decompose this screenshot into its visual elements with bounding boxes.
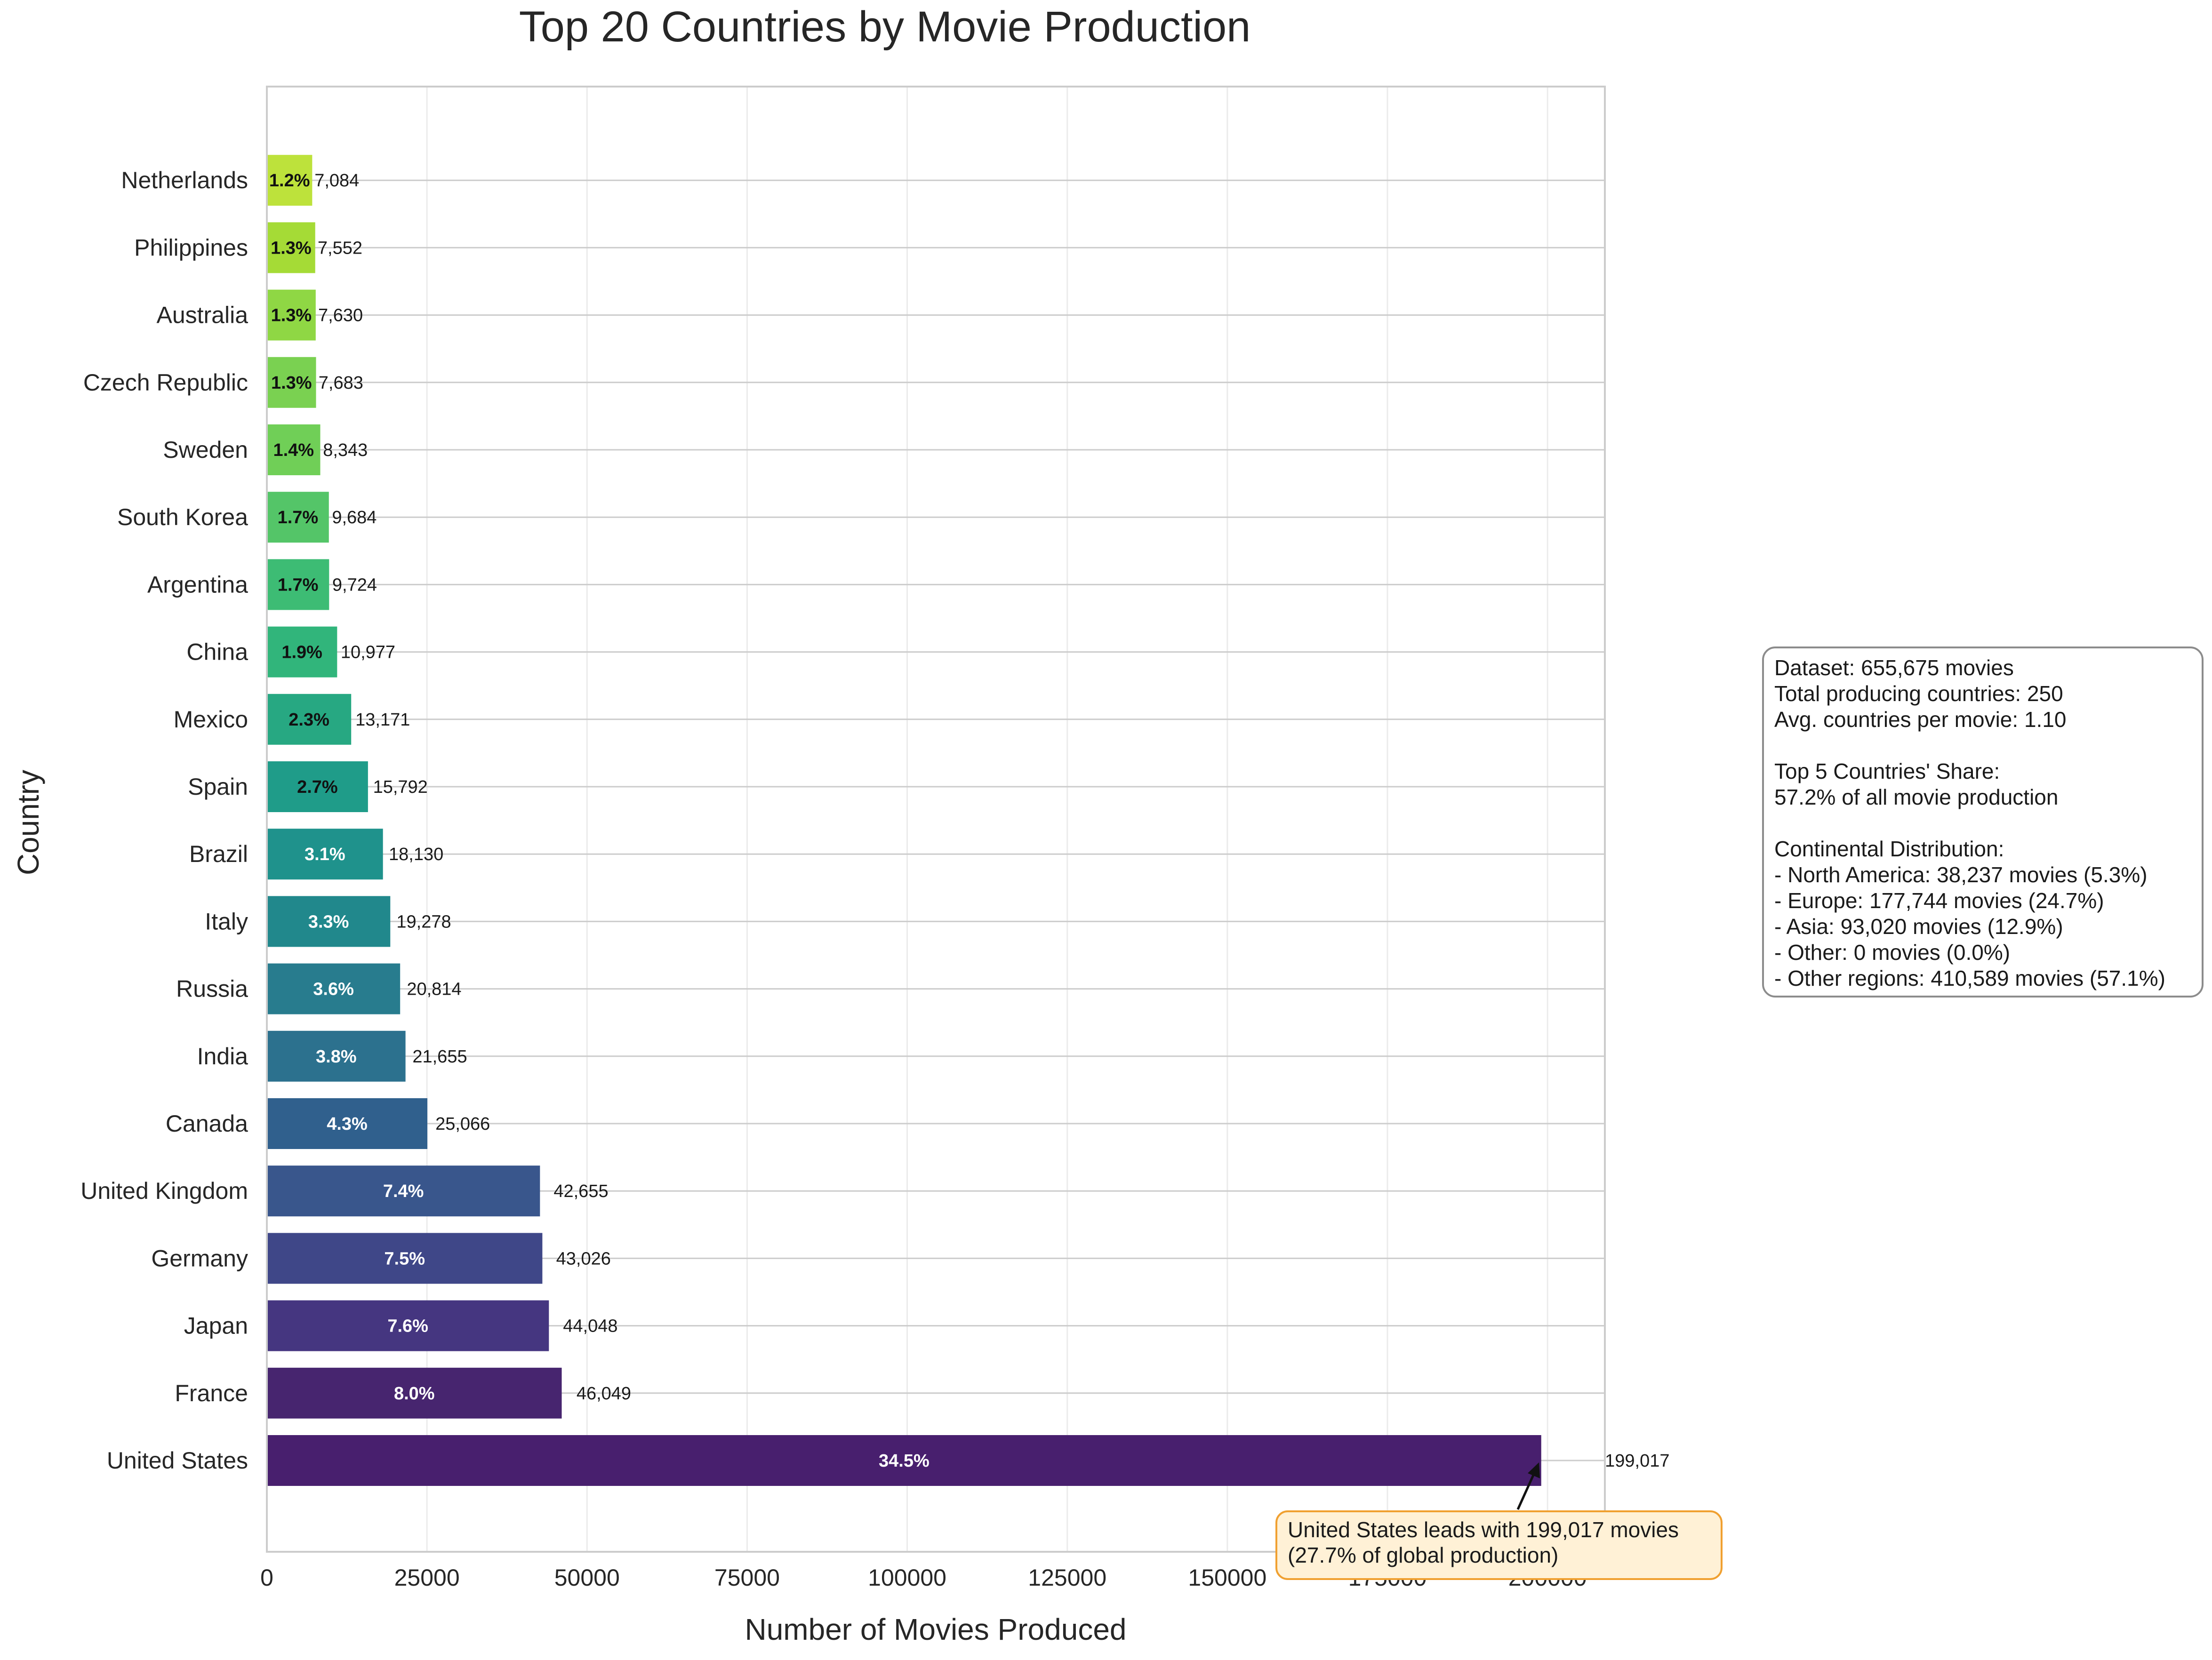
bar	[267, 694, 352, 745]
bar-percent-label: 3.6%	[313, 980, 354, 999]
bar	[267, 963, 401, 1014]
x-tick-label: 150000	[1188, 1564, 1266, 1591]
bar	[267, 896, 391, 947]
bar	[267, 492, 329, 543]
y-category-label: China	[186, 639, 248, 665]
annotation-arrow	[1516, 1462, 1540, 1510]
plot-frame	[266, 86, 1606, 1553]
bar	[267, 829, 383, 880]
bar-value-label: 9,724	[332, 575, 377, 595]
bar-value-label: 8,343	[323, 440, 368, 460]
bar-percent-label: 3.8%	[316, 1047, 357, 1067]
y-category-label: Czech Republic	[83, 369, 248, 396]
bar-value-label: 9,684	[332, 508, 377, 527]
bar-percent-label: 34.5%	[879, 1451, 930, 1471]
bar	[267, 626, 337, 678]
bar-value-label: 7,084	[314, 171, 359, 191]
y-category-label: United Kingdom	[80, 1178, 248, 1204]
bar	[267, 1030, 406, 1082]
bar-value-label: 18,130	[389, 845, 443, 864]
chart-title: Top 20 Countries by Movie Production	[519, 3, 1251, 51]
bar	[267, 1435, 1541, 1486]
bar	[267, 1233, 543, 1284]
bar	[267, 1300, 549, 1351]
bar-percent-label: 3.1%	[305, 845, 345, 864]
dataset-stats-box: Dataset: 655,675 movies Total producing …	[1762, 646, 2204, 998]
bar-percent-label: 1.4%	[273, 440, 314, 460]
top-country-annotation: United States leads with 199,017 movies …	[1275, 1510, 1723, 1580]
y-category-label: Philippines	[134, 234, 248, 261]
x-tick-label: 75000	[714, 1564, 780, 1591]
bar-percent-label: 1.7%	[278, 508, 319, 527]
bar	[267, 1165, 540, 1217]
bar-value-label: 7,630	[318, 306, 363, 326]
y-category-label: Russia	[176, 976, 248, 1002]
y-category-label: Australia	[156, 302, 248, 328]
bar-value-label: 44,048	[563, 1317, 617, 1336]
bar-value-label: 21,655	[412, 1047, 467, 1067]
bar-value-label: 42,655	[553, 1181, 608, 1201]
y-category-label: United States	[107, 1447, 248, 1474]
bar-value-label: 25,066	[435, 1114, 490, 1134]
y-category-label: Netherlands	[121, 167, 248, 193]
bar-percent-label: 8.0%	[394, 1384, 435, 1404]
bar-percent-label: 3.3%	[308, 912, 349, 932]
bar-percent-label: 7.4%	[383, 1181, 424, 1201]
y-category-label: India	[197, 1043, 248, 1069]
bar-percent-label: 1.9%	[281, 643, 322, 662]
y-category-label: Spain	[188, 774, 248, 800]
bar-value-label: 15,792	[373, 777, 428, 797]
y-category-label: Japan	[184, 1313, 248, 1339]
bar	[267, 155, 313, 206]
x-axis-label: Number of Movies Produced	[745, 1612, 1126, 1646]
bar	[267, 1367, 562, 1419]
x-tick-label: 50000	[554, 1564, 620, 1591]
bar-value-label: 7,552	[318, 238, 362, 258]
bar	[267, 222, 315, 273]
y-category-label: South Korea	[117, 504, 248, 530]
bar	[267, 559, 329, 610]
bar	[267, 761, 368, 812]
bar-percent-label: 1.2%	[269, 171, 310, 191]
y-category-label: Mexico	[174, 706, 248, 733]
labels: 0250005000075000100000125000150000175000…	[80, 167, 1669, 1591]
y-category-label: France	[175, 1380, 248, 1406]
bar-percent-label: 1.3%	[271, 238, 312, 258]
y-category-label: Germany	[151, 1245, 248, 1271]
bar	[267, 1098, 428, 1149]
x-tick-label: 100000	[868, 1564, 946, 1591]
bars	[267, 155, 1541, 1486]
x-tick-label: 25000	[394, 1564, 460, 1591]
bar-percent-label: 7.6%	[387, 1317, 428, 1336]
bar	[267, 289, 316, 341]
bar-value-label: 46,049	[577, 1384, 631, 1404]
bar-percent-label: 2.3%	[289, 710, 329, 730]
bar-value-label: 20,814	[407, 980, 461, 999]
y-category-label: Sweden	[163, 437, 248, 463]
y-category-label: Italy	[205, 908, 248, 934]
bar-percent-label: 2.7%	[297, 777, 338, 797]
y-category-label: Argentina	[147, 571, 248, 598]
bar-value-label: 19,278	[396, 912, 451, 932]
bar-value-label: 7,683	[319, 373, 363, 393]
bar-percent-label: 7.5%	[384, 1249, 425, 1269]
bar-value-label: 13,171	[355, 710, 410, 730]
bar-value-label: 199,017	[1605, 1451, 1669, 1471]
bar-value-label: 10,977	[341, 643, 395, 662]
bar-percent-label: 1.7%	[278, 575, 319, 595]
bar	[267, 424, 321, 475]
y-category-label: Canada	[166, 1110, 248, 1137]
x-tick-label: 125000	[1028, 1564, 1106, 1591]
bar-percent-label: 1.3%	[271, 373, 312, 393]
bar-percent-label: 1.3%	[271, 306, 312, 326]
bar-percent-label: 4.3%	[327, 1114, 368, 1134]
y-category-label: Brazil	[189, 841, 248, 867]
bar-value-label: 43,026	[556, 1249, 611, 1269]
y-axis-label: Country	[11, 770, 45, 875]
bar	[267, 357, 316, 408]
x-tick-label: 0	[260, 1564, 273, 1591]
